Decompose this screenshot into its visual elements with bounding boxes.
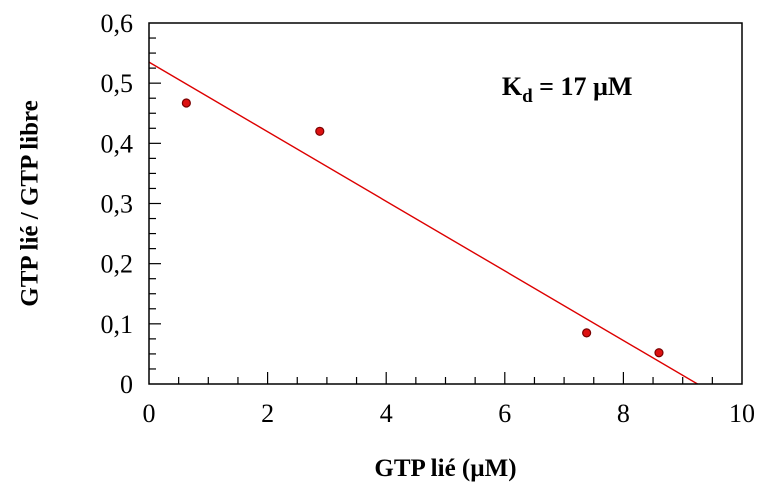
- data-point: [582, 328, 592, 338]
- x-tick-label: 0: [143, 399, 156, 428]
- kd-symbol: K: [502, 72, 523, 101]
- plot-area-frame: [148, 22, 743, 385]
- y-tick-label: 0,2: [101, 250, 134, 279]
- x-tick-label: 8: [617, 399, 630, 428]
- kd-annotation: Kd = 17 µM: [502, 72, 633, 107]
- kd-value: = 17 µM: [533, 72, 633, 101]
- x-tick-label: 2: [261, 399, 274, 428]
- y-tick-label: 0,6: [101, 9, 134, 38]
- y-tick-label: 0,3: [101, 190, 134, 219]
- axis-ticks: [149, 37, 713, 384]
- data-point: [315, 126, 325, 136]
- data-points: [181, 98, 664, 358]
- x-tick-label: 10: [729, 399, 755, 428]
- fit-line: [148, 61, 698, 385]
- x-tick-label: 6: [498, 399, 511, 428]
- data-point: [654, 348, 664, 358]
- tick-labels: 0 2 4 6 8 10 0 0,1 0,2 0,3 0,4 0,5 0,6: [101, 9, 756, 428]
- y-tick-label: 0,1: [101, 310, 134, 339]
- fit-line-group: [148, 61, 698, 385]
- data-point: [181, 98, 191, 108]
- x-tick-label: 4: [380, 399, 393, 428]
- x-axis-title: GTP lié (µM): [374, 455, 516, 482]
- kd-subscript: d: [522, 86, 533, 107]
- y-tick-label: 0,4: [101, 129, 134, 158]
- y-axis-title: GTP lié / GTP libre: [17, 100, 44, 307]
- y-tick-label: 0: [120, 370, 133, 399]
- y-tick-label: 0,5: [101, 69, 134, 98]
